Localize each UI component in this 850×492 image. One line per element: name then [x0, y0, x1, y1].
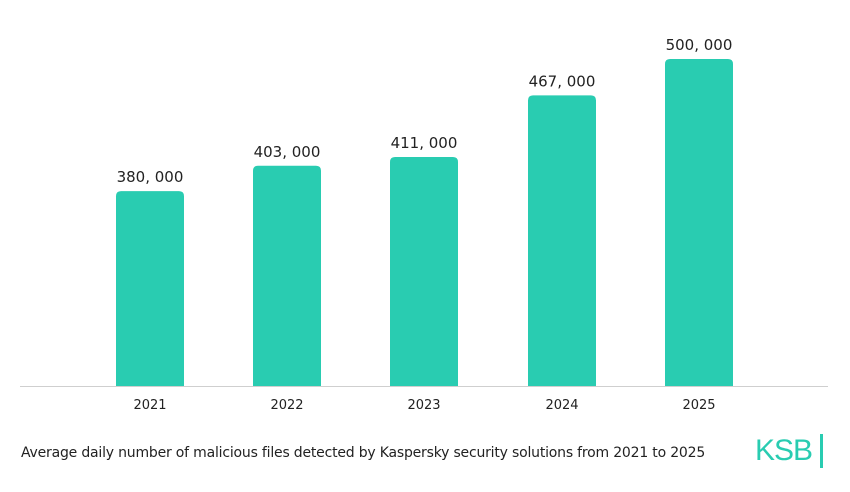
bar-2022	[253, 165, 321, 386]
logo-text: KSB	[755, 434, 813, 467]
x-tick-label-2024: 2024	[545, 398, 578, 413]
value-label-2025: 500, 000	[666, 36, 733, 54]
value-label-2021: 380, 000	[117, 168, 184, 186]
ksb-logo: KSB	[755, 434, 824, 468]
bar-chart: 380, 000 2021 403, 000 2022 411, 000 2023 467,…	[20, 36, 828, 413]
value-label-2023: 411, 000	[391, 134, 458, 152]
value-label-2024: 467, 000	[529, 72, 596, 90]
value-label-2022: 403, 000	[254, 143, 321, 161]
bar-2023	[390, 156, 458, 386]
chart-caption: Average daily number of malicious files …	[21, 445, 706, 461]
x-tick-label-2022: 2022	[270, 398, 303, 413]
bar-2021	[116, 191, 184, 386]
x-tick-label-2021: 2021	[133, 398, 166, 413]
bar-2024	[528, 95, 596, 386]
bar-2025	[665, 59, 733, 386]
logo-divider	[820, 434, 824, 468]
x-tick-label-2025: 2025	[682, 398, 715, 413]
x-tick-label-2023: 2023	[407, 398, 440, 413]
